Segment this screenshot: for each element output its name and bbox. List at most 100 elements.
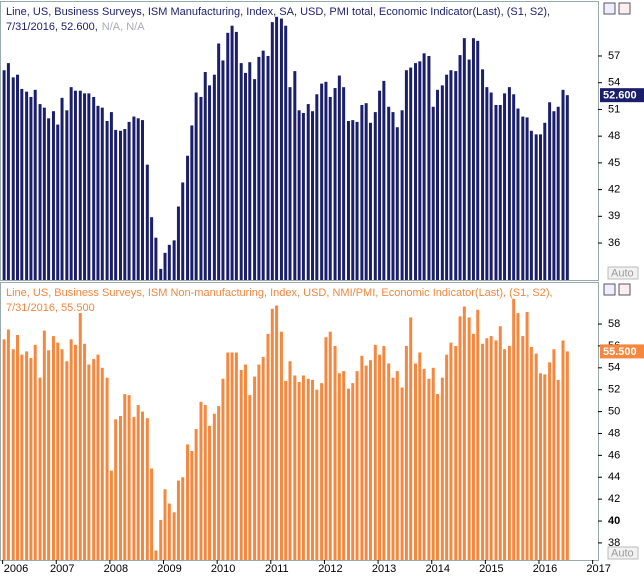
bar (328, 96, 332, 280)
bar (163, 252, 167, 280)
bar (529, 347, 533, 560)
bar (565, 95, 569, 280)
bar (123, 129, 127, 280)
bar (436, 89, 440, 280)
bar (56, 124, 60, 280)
bar (521, 116, 525, 280)
bar (136, 405, 140, 560)
bar (33, 89, 37, 280)
bar (458, 316, 462, 560)
bar (476, 40, 480, 280)
bar (212, 74, 216, 281)
bar (351, 383, 355, 560)
bar (293, 71, 297, 281)
bar (150, 217, 154, 280)
bar (65, 361, 69, 560)
window-button[interactable] (603, 2, 616, 15)
bar (190, 450, 194, 560)
bar (221, 378, 225, 560)
bar (6, 63, 10, 281)
x-tick-label: 2009 (157, 563, 181, 575)
bar (449, 342, 453, 560)
bar (409, 67, 413, 280)
bar (2, 70, 6, 280)
bar (368, 360, 372, 560)
y-tick-label: 46 (608, 449, 620, 461)
bar (172, 240, 176, 280)
bar (114, 419, 118, 560)
bar (2, 339, 6, 560)
bar (78, 90, 82, 281)
bar (140, 411, 144, 560)
window-button[interactable] (618, 2, 631, 15)
bar (154, 550, 158, 560)
y-tick-label: 42 (608, 493, 620, 505)
bar (176, 480, 180, 560)
bar (351, 120, 355, 280)
bar (543, 122, 547, 280)
bar (194, 92, 198, 280)
bar (414, 63, 418, 281)
bar (346, 121, 350, 280)
bar (208, 425, 212, 560)
bar (100, 367, 104, 560)
bar (364, 365, 368, 560)
bar (42, 107, 46, 280)
bar (342, 371, 346, 560)
chart-subtitle: 7/31/2016, 52.600, (6, 21, 98, 33)
bar (467, 317, 471, 560)
bar (512, 298, 516, 560)
y-tick-label: 45 (608, 157, 620, 169)
x-tick-label: 2013 (372, 563, 396, 575)
bar (288, 87, 292, 280)
bar (565, 351, 569, 560)
window-button[interactable] (603, 283, 616, 296)
bar (167, 244, 171, 280)
bar (234, 352, 238, 560)
bar (270, 22, 274, 280)
bar (328, 331, 332, 560)
bar (288, 361, 292, 560)
bar (83, 93, 87, 280)
bar (306, 378, 310, 560)
window-button[interactable] (618, 283, 631, 296)
bar (400, 387, 404, 560)
bar (414, 363, 418, 560)
bar (391, 377, 395, 560)
bar (333, 88, 337, 280)
bar (199, 401, 203, 560)
bar (33, 344, 37, 560)
bar (123, 394, 127, 560)
bar (315, 94, 319, 281)
x-tick-label: 2014 (425, 563, 449, 575)
bar (378, 354, 382, 560)
bar (83, 343, 87, 560)
chart-title: Line, US, Business Surveys, ISM Manufact… (6, 6, 550, 18)
bar (56, 342, 60, 560)
bar (320, 83, 324, 280)
bar (521, 336, 525, 560)
bar (136, 118, 140, 281)
bar (467, 59, 471, 281)
bar (458, 55, 462, 281)
bar (418, 61, 422, 280)
bar (293, 375, 297, 560)
bar (275, 305, 279, 560)
bar (159, 268, 163, 280)
bar (217, 406, 221, 560)
bar (556, 106, 560, 280)
bar (11, 77, 15, 280)
bar (20, 354, 24, 560)
bar (387, 363, 391, 560)
panel-frame (0, 1, 599, 281)
bar (382, 80, 386, 280)
bar (445, 354, 449, 560)
bar (154, 237, 158, 280)
bar (60, 97, 64, 280)
bar (529, 130, 533, 280)
bar (404, 345, 408, 560)
last-value-label: 55.500 (603, 346, 637, 358)
bar (404, 70, 408, 280)
bar (109, 470, 113, 560)
bar (266, 333, 270, 560)
